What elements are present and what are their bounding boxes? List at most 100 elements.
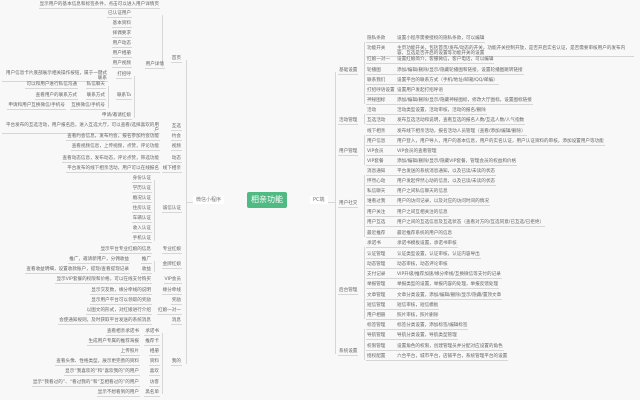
right-node[interactable]: 互选活动 发布互选活动和说明，查看互选的报名人数/互选人数/人气指数 xyxy=(366,117,526,125)
left-node[interactable]: 收益 xyxy=(140,267,152,274)
left-node[interactable]: 动态 xyxy=(170,156,182,163)
left-node[interactable]: 显示平台专业红娘的信息 xyxy=(99,247,152,254)
right-group[interactable]: 用户社交 xyxy=(338,201,359,208)
right-node[interactable]: 标签管理 标签分类设置，添加标签/编辑标签 xyxy=(366,322,469,330)
right-node[interactable]: 功能开关 主页功能开关，包括首页/发布/动态的开关，功能开关控制开放，是否开启实名… xyxy=(366,45,634,57)
left-node[interactable]: 查看约会信息，发布约会，报名参加约会功能 xyxy=(66,134,160,141)
left-node[interactable]: 红娘一对一 xyxy=(157,308,182,315)
left-node[interactable]: 择偶要求 xyxy=(111,31,132,38)
left-node[interactable]: 联系Ta xyxy=(115,93,132,100)
right-node[interactable]: 认证管理 认证类型设置，认证审核，认证内容导出 xyxy=(366,251,481,259)
left-node[interactable]: 显示“我喜欢的”和“喜欢我的”的用户 xyxy=(64,369,140,376)
left-node[interactable]: 显示交友数，缘分牵线的说明 xyxy=(90,288,152,295)
left-node[interactable]: 我的 xyxy=(170,359,182,366)
right-node[interactable]: 隐私条款 设置小程序需要授权的隐私条款，可以编辑 xyxy=(366,35,486,43)
right-node[interactable]: 联系我们 设置平台的联系方式（手机/地址/邮箱/QQ/邮编） xyxy=(366,77,499,85)
right-group[interactable]: 用户管理 xyxy=(338,149,359,156)
left-node[interactable]: 访客 xyxy=(148,380,160,387)
right-node[interactable]: 支付记录 VIP升级/推荐加速/缘分牵线/互换微信等支付的记录 xyxy=(366,271,502,279)
right-group[interactable]: 基础设置 xyxy=(338,68,359,75)
left-node[interactable]: 联系方式 xyxy=(85,93,106,100)
right-node[interactable]: 活动 活动类型设置，活动审核，活动的报名/删除 xyxy=(366,107,487,115)
left-node[interactable]: 奖励 xyxy=(170,298,182,305)
right-node[interactable]: 承诺书 承诺书模板设置，承诺书审核 xyxy=(366,240,458,248)
right-node[interactable]: 动态管理 动态审核，动态评论审核 xyxy=(366,261,449,269)
left-node[interactable]: 收入认证 xyxy=(131,226,152,233)
left-node[interactable]: 生成用户专属的推荐海报 xyxy=(87,339,140,346)
left-node[interactable]: 打招呼 xyxy=(116,72,132,79)
left-node[interactable]: 推广 xyxy=(140,257,152,264)
left-node[interactable]: 用户动态 xyxy=(111,41,132,48)
left-node[interactable]: 私信聊天 xyxy=(85,82,106,89)
left-node[interactable]: 婚况认证 xyxy=(131,196,152,203)
right-node[interactable]: 轮播图 添加/编辑/删除/显示/隐藏轮播图和链接，设置轮播图跳转链接 xyxy=(366,67,524,75)
left-node[interactable]: 申请和用户互换微信/手机号 xyxy=(7,103,66,110)
left-node[interactable]: 金牌红娘 xyxy=(161,262,182,269)
left-node[interactable]: 身份认证 xyxy=(131,176,152,183)
right-node[interactable]: VIP套餐 添加/编辑/删除/显示/隐藏VIP套餐，管理会员的权益和价格 xyxy=(366,158,518,166)
left-node[interactable]: 查看用户的联系方式 xyxy=(34,93,78,100)
right-node[interactable]: 最近推荐 最近推荐系统的用户的信息 xyxy=(366,230,454,238)
right-node[interactable]: 用户互选 用户之间的互选信息及互选状态（查看对方的/互选同意/已互选/已拒绝） xyxy=(366,219,546,227)
left-node[interactable]: 推广，邀请新用户，分佣收益 xyxy=(68,257,130,264)
left-node[interactable]: 显示用户平台可以领取的奖励 xyxy=(90,298,152,305)
right-node[interactable]: 用户信息 用户登入，用户导入，用户的基本信息，用户的实名认证，用户认证资料的审核，… xyxy=(366,138,605,146)
left-node[interactable]: 住房认证 xyxy=(131,206,152,213)
left-node[interactable]: 相册 xyxy=(148,349,160,356)
right-node[interactable]: 文章管理 文章分类设置，添加/编辑/删除/显示/隐藏/置顶文章 xyxy=(366,292,503,300)
left-node[interactable]: 诚信认证 xyxy=(161,206,182,213)
left-node[interactable]: 手机认证 xyxy=(131,236,152,243)
mini-program-branch[interactable]: 微信小程序 xyxy=(193,196,225,204)
left-node[interactable]: 申请/邀请红娘 xyxy=(100,113,132,120)
left-node[interactable]: 查看头像、性格类型，展示更完善的资料 xyxy=(55,359,140,366)
left-node[interactable]: 平台发布的线下相亲活动，用户可以在线报名 xyxy=(66,166,160,173)
left-node[interactable]: 已认证用户 xyxy=(107,11,132,18)
left-node[interactable]: 资料 xyxy=(148,359,160,366)
right-node[interactable]: 打招呼语设置 设置用户发起打招呼语 xyxy=(366,87,444,95)
left-node[interactable]: 喜欢 xyxy=(148,369,160,376)
left-node[interactable]: VIP会员 xyxy=(163,277,182,284)
right-node[interactable]: 导航管理 导航分类设置，导航类型管理 xyxy=(366,332,458,340)
left-node[interactable]: 上传照片 xyxy=(119,349,140,356)
left-node[interactable]: 显示用户的基本信息和标签条件，点击可以进入用户详情页 xyxy=(38,2,160,9)
right-node[interactable]: 举报管理 举报类型的设置，举报内容的处理，举报反馈处理 xyxy=(366,281,500,289)
right-group[interactable]: 系统设置 xyxy=(338,349,359,356)
left-node[interactable]: 线下相亲 xyxy=(161,166,182,173)
right-group[interactable]: 后台管理 xyxy=(338,288,359,295)
right-node[interactable]: 神秘图标 添加/编辑/删除/显示/隐藏神秘图标，修改大厅图标，设置图标链接 xyxy=(366,97,533,105)
left-node[interactable]: 互选 xyxy=(170,124,182,131)
right-node[interactable]: 权限管理 设置角色的权限，创建管理员并分配对应设置的角色 xyxy=(366,343,504,351)
central-topic[interactable]: 相亲功能 xyxy=(247,192,287,208)
left-node[interactable]: 查看动态信息，发布动态，评论点赞，筛选功能 xyxy=(61,156,160,163)
left-node[interactable]: 视频 xyxy=(170,144,182,151)
left-node[interactable]: 显示VIP套餐的权限和价格，可以在线支付购买 xyxy=(55,277,152,284)
right-node[interactable]: VIP会员 VIP会员的查看管理 xyxy=(366,148,438,156)
left-node[interactable]: 学历认证 xyxy=(131,186,152,193)
left-node[interactable]: 可以和用户进行私信沟通 xyxy=(25,82,78,89)
left-node[interactable]: 消息 xyxy=(170,318,182,325)
left-node[interactable]: 显示不想看到的用户 xyxy=(96,390,140,397)
left-node[interactable]: 用户视频 xyxy=(111,61,132,68)
left-node[interactable]: 平台发布的互选活动，用户报名后，进入互选大厅，可以查看/选择喜欢的用户 xyxy=(2,123,160,134)
right-node[interactable]: 用户相册 照片审核，照片删除 xyxy=(366,312,440,320)
right-node[interactable]: 消息通知 平台发送的系统消息通知，以及已读/未读的状态 xyxy=(366,168,497,176)
right-node[interactable]: 授权配置 六合平台，城市平台，店铺平台，系统管理平台的设置 xyxy=(366,353,509,361)
left-node[interactable]: 查看收益明细，设置收款账户，提现/查看提现记录 xyxy=(25,267,130,274)
left-node[interactable]: 用户信息卡片底部展示相关操作按钮，属于一键式联系 xyxy=(2,71,108,82)
right-node[interactable]: 谁看过我 用户的访问记录，以及对应的访问时间的情况 xyxy=(366,198,490,206)
pc-branch[interactable]: PC端 xyxy=(310,196,328,204)
left-node[interactable]: 缘分牵线 xyxy=(161,288,182,295)
left-node[interactable]: 用户详情 xyxy=(144,62,165,69)
left-node[interactable]: 承诺书 xyxy=(144,329,160,336)
left-node[interactable]: 用户相册 xyxy=(111,51,132,58)
right-node[interactable]: 线下相亲 发布线下相亲活动，报名活动人员管理（查看/添加/编辑/删除） xyxy=(366,128,527,136)
left-node[interactable]: 显示“我看过的”、“看过我的”和“互相看过的”的用户 xyxy=(31,380,140,387)
left-node[interactable]: 推荐卡 xyxy=(144,339,160,346)
left-node[interactable]: 以图文的形式，对红娘进行介绍 xyxy=(85,308,152,315)
left-node[interactable]: 约会 xyxy=(170,134,182,141)
left-node[interactable]: 专业红娘 xyxy=(161,247,182,254)
left-node[interactable]: 基本资料 xyxy=(111,21,132,28)
left-node[interactable]: 查看相亲承诺书 xyxy=(105,329,140,336)
left-node[interactable]: 互换微信/手机号 xyxy=(70,103,106,110)
right-node[interactable]: 用户关注 用户之间互相关注的信息 xyxy=(366,209,449,217)
